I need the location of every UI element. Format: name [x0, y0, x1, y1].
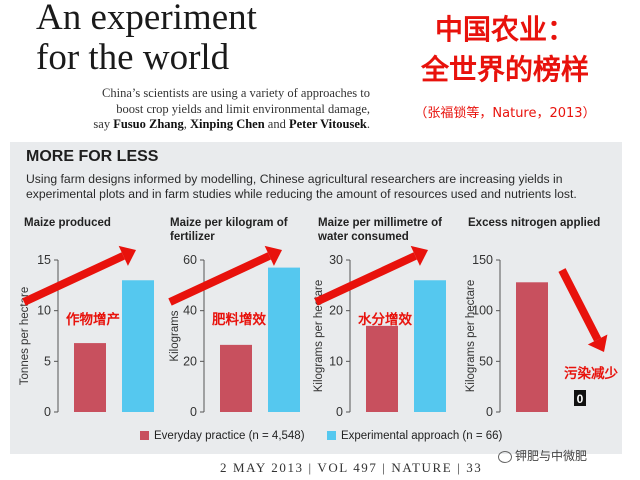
y-axis-label: Kilograms: [169, 310, 181, 361]
chart-1: 0 5 10 15 Tonnes per hectare 作物增产: [19, 245, 154, 419]
bar-experimental: [268, 267, 300, 412]
trend-arrow-head: [264, 245, 282, 266]
figure-panel: MORE FOR LESS Using farm designs informe…: [10, 142, 622, 454]
legend-swatch-everyday: [140, 431, 149, 441]
legend-swatch-experimental: [326, 431, 336, 441]
y-axis-label: Tonnes per hectare: [19, 287, 31, 385]
legend: Everyday practice (n = 4,548) Experiment…: [140, 430, 502, 442]
charts-svg: 0 5 10 15 Tonnes per hectare 作物增产 0 20 40 60 Kilog…: [19, 245, 618, 419]
lead-line-2: boost crop yields and limit environmenta…: [116, 101, 370, 116]
author-1: Fusuo Zhang: [113, 117, 184, 131]
bar-everyday: [366, 325, 398, 412]
legend-everyday: Everyday practice (n = 4,548): [154, 430, 305, 442]
chart-1-title: Maize produced: [24, 217, 111, 229]
chinese-annotation: 水分增效: [358, 311, 412, 327]
chinese-annotation: 作物增产: [66, 311, 120, 327]
y-tick-label: 40: [183, 304, 197, 318]
bar-everyday: [516, 282, 548, 412]
legend-experimental: Experimental approach (n = 66): [340, 430, 503, 442]
author-3: Peter Vitousek: [288, 117, 367, 131]
y-axis-label: Kilograms per hectare: [313, 280, 325, 393]
chinese-annotation: 肥料增效: [212, 311, 266, 327]
author-2: Xinping Chen: [189, 117, 265, 131]
watermark-text: 钾肥与中微肥: [515, 449, 588, 463]
y-tick-label: 50: [479, 354, 493, 368]
trend-arrow-shaft: [22, 252, 125, 306]
headline-line-2: for the world: [36, 37, 230, 78]
y-tick-label: 0: [44, 405, 51, 419]
trend-arrow-head: [410, 245, 428, 266]
chart-3-title: Maize per millimetre of water consumed: [318, 217, 442, 243]
lead-line-1: China’s scientists are using a variety o…: [102, 86, 370, 100]
chart-4-title: Excess nitrogen applied: [468, 217, 601, 229]
chart-4: 0 50 100 150 Kilograms per hectare 0 污染减少: [465, 253, 618, 419]
watermark: 钾肥与中微肥: [498, 447, 587, 464]
y-tick-label: 0: [190, 405, 197, 419]
bar-experimental: [122, 280, 154, 412]
y-axis-label: Kilograms per hectare: [465, 280, 477, 393]
panel-description: Using farm designs informed by modelling…: [26, 172, 577, 201]
trend-arrow-head: [587, 334, 608, 352]
y-tick-label: 0: [336, 405, 343, 419]
y-tick-label: 5: [44, 354, 51, 368]
y-tick-label: 15: [37, 253, 51, 267]
bar-everyday: [74, 343, 106, 412]
chinese-citation: （张福锁等，Nature，2013）: [414, 106, 596, 121]
bar-everyday: [220, 344, 252, 412]
chinese-title-line-1: 中国农业：: [434, 13, 575, 46]
y-tick-label: 0: [486, 405, 493, 419]
zero-value-box: [574, 390, 586, 406]
lead-text: China’s scientists are using a variety o…: [40, 86, 370, 133]
lead-end: .: [366, 117, 370, 131]
trend-arrow-shaft: [314, 252, 417, 306]
chart-3: 0 10 20 30 Kilograms per hectare 水分增效: [313, 245, 446, 419]
y-tick-label: 20: [183, 354, 197, 368]
y-tick-label: 10: [37, 304, 51, 318]
wechat-icon: [498, 450, 512, 463]
bar-experimental: [414, 280, 446, 412]
y-tick-label: 10: [329, 354, 343, 368]
chart-2: 0 20 40 60 Kilograms 肥料增效: [168, 245, 300, 419]
trend-arrow-shaft: [168, 252, 271, 306]
lead-prefix: say: [93, 117, 114, 131]
chinese-title-line-2: 全世界的榜样: [420, 53, 589, 86]
y-tick-label: 150: [472, 253, 493, 267]
y-tick-label: 60: [183, 253, 197, 267]
y-tick-label: 20: [329, 304, 343, 318]
zero-value-label: 0: [577, 392, 584, 406]
chart-2-title: Maize per kilogram of fertilizer: [170, 217, 288, 243]
chinese-annotation: 污染减少: [564, 365, 618, 381]
lead-sep-2: and: [264, 117, 289, 131]
trend-arrow-head: [118, 245, 136, 266]
headline: An experiment for the world: [36, 0, 257, 78]
lead-sep-1: ,: [183, 117, 190, 131]
trend-arrow-shaft: [558, 268, 602, 342]
y-tick-label: 30: [329, 253, 343, 267]
panel-title: MORE FOR LESS: [26, 148, 159, 165]
y-tick-label: 100: [472, 304, 493, 318]
page-footer: 2 MAY 2013 | VOL 497 | NATURE | 33: [220, 460, 483, 475]
chinese-title: 中国农业： 全世界的榜样: [380, 10, 630, 90]
headline-line-1: An experiment: [36, 0, 257, 38]
